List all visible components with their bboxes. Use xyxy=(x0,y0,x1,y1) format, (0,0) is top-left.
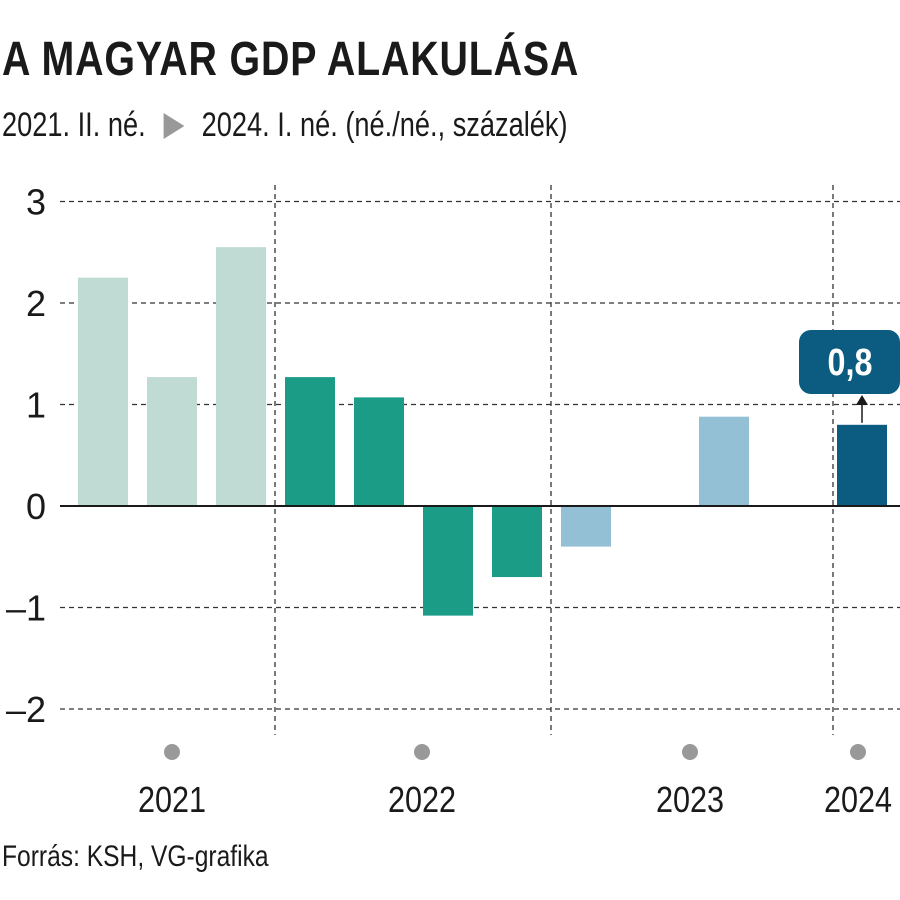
bar xyxy=(423,506,473,616)
chart-title: A MAGYAR GDP ALAKULÁSA xyxy=(2,33,580,86)
bar xyxy=(354,397,404,506)
year-dot-icon xyxy=(850,744,866,760)
year-dot-icon xyxy=(682,744,698,760)
x-year-label: 2024 xyxy=(824,781,892,821)
y-tick-label: –2 xyxy=(6,689,46,730)
y-tick-label: 3 xyxy=(26,182,46,223)
bar xyxy=(78,277,128,506)
x-year-label: 2021 xyxy=(138,781,206,821)
year-dot-icon xyxy=(414,744,430,760)
source-note: Forrás: KSH, VG-grafika xyxy=(2,840,269,873)
y-tick-label: –1 xyxy=(6,588,46,629)
bar xyxy=(216,247,266,507)
callout-arrow-icon xyxy=(856,395,868,405)
y-tick-label: 0 xyxy=(26,486,46,527)
gdp-bar-chart: 3 2 1 0 –1 –2 0,8 2021 2022 2023 2024 xyxy=(6,182,900,821)
callout-label: 0,8 xyxy=(828,342,873,384)
bar xyxy=(285,377,335,506)
subtitle-from: 2021. II. né. xyxy=(2,106,146,144)
callout-box xyxy=(799,330,900,394)
bar xyxy=(699,416,749,506)
bar xyxy=(561,506,611,547)
play-arrow-icon xyxy=(163,112,185,139)
y-tick-label: 2 xyxy=(26,283,46,324)
x-year-label: 2022 xyxy=(388,781,456,821)
year-dot-icon xyxy=(164,744,180,760)
x-year-label: 2023 xyxy=(656,781,724,821)
chart-subtitle: 2021. II. né. 2024. I. né. (né./né., szá… xyxy=(2,106,568,145)
bar xyxy=(492,506,542,578)
bar xyxy=(837,424,887,506)
subtitle-to: 2024. I. né. (né./né., százalék) xyxy=(201,106,568,144)
y-tick-label: 1 xyxy=(26,385,46,426)
bar xyxy=(147,377,197,506)
